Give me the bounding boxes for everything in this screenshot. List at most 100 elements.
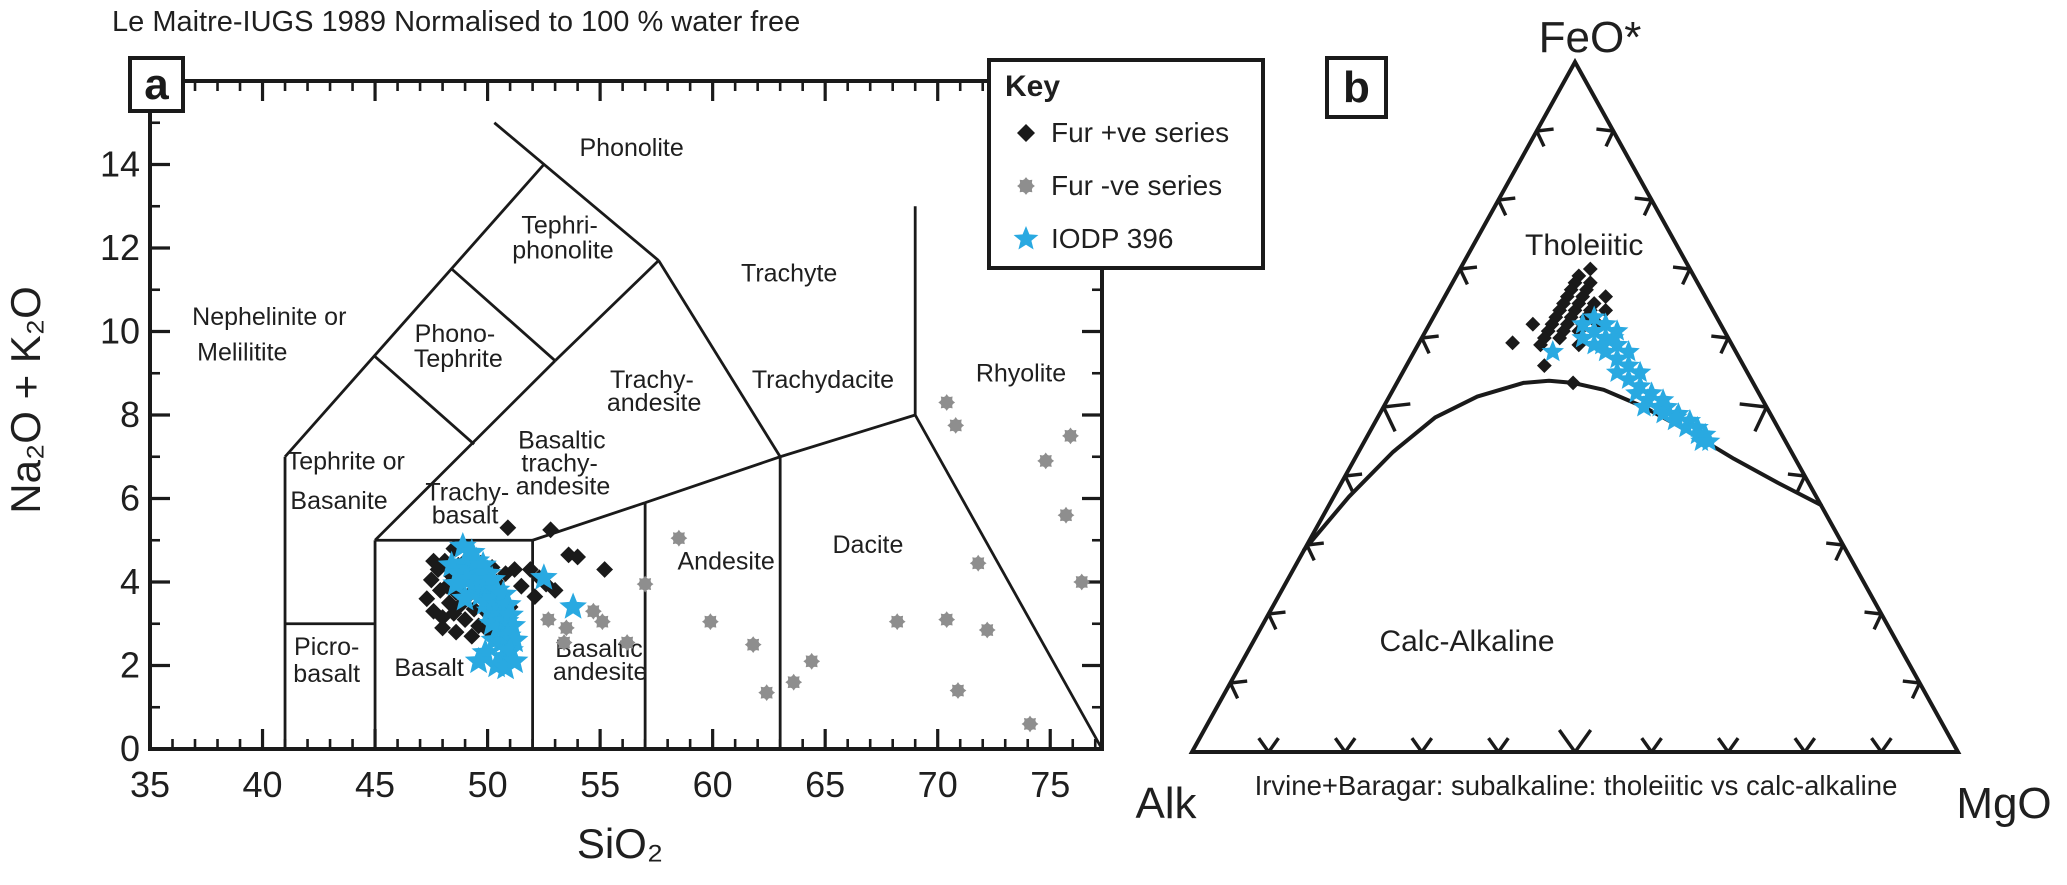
tas-field-label: Trachyte: [741, 259, 837, 287]
data-point-iodp-396: [1582, 319, 1606, 341]
data-point-fur-ve-series: [594, 613, 611, 631]
afm-region-label: Calc-Alkaline: [1379, 625, 1554, 658]
afm-edge-tick-left: [1345, 472, 1363, 478]
tas-field-label: Phono-: [415, 320, 496, 348]
afm-series-star: [1541, 305, 1721, 451]
afm-edge-tick-left: [1228, 682, 1240, 700]
data-point-fur-ve-series: [1552, 330, 1568, 346]
afm-edge-tick-right: [1872, 613, 1883, 631]
data-point-iodp-396: [1625, 381, 1648, 403]
data-point-fur-ve-series: [1552, 303, 1568, 318]
afm-edge-tick-left: [1420, 337, 1431, 355]
afm-edge-tick-bottom: [1267, 737, 1280, 753]
afm-edge-tick-right: [1753, 406, 1769, 433]
afm-edge-tick-right: [1672, 265, 1691, 271]
afm-edge-tick-right: [1787, 472, 1805, 478]
tas-x-tick-label: 45: [355, 764, 395, 805]
legend-title: Key: [1005, 70, 1061, 103]
tas-field-label: phonolite: [512, 236, 613, 264]
afm-edge-tick-bottom: [1573, 729, 1593, 753]
afm-edge-tick-left: [1459, 265, 1478, 271]
tas-field-label: Tephrite: [414, 345, 503, 373]
legend: Key Fur +ve series Fur -ve series IODP 396: [987, 58, 1265, 270]
data-point-iodp-396: [1674, 415, 1698, 438]
data-point-fur-ve-series: [1582, 261, 1598, 277]
data-point-fur-ve-series: [1536, 330, 1552, 346]
data-point-iodp-396: [478, 565, 506, 592]
data-point-fur-ve-series: [978, 621, 996, 639]
data-point-fur-ve-series: [1565, 375, 1581, 391]
data-point-fur-ve-series: [938, 611, 956, 628]
data-point-iodp-396: [1632, 395, 1656, 417]
data-point-iodp-396: [480, 584, 509, 611]
afm-edge-tick-left: [1381, 406, 1397, 433]
afm-edge-tick-bottom: [1333, 737, 1347, 753]
diamond-marker-icon: [1017, 123, 1035, 142]
data-point-fur-ve-series: [596, 561, 614, 578]
tas-ticks: [150, 81, 1102, 749]
data-point-iodp-396: [437, 550, 466, 577]
data-point-fur-ve-series: [447, 623, 465, 641]
tas-field-label: Nephelinite or: [192, 303, 346, 331]
tas-field-label: Basanite: [290, 487, 387, 515]
tas-field-label: Basaltic: [518, 426, 606, 454]
tas-field-label: Melilitite: [197, 339, 287, 367]
tas-y-tick-label: 6: [120, 478, 140, 519]
afm-edge-tick-right: [1711, 334, 1729, 340]
data-point-fur-ve-series: [558, 619, 575, 637]
afm-edge-tick-bottom: [1487, 737, 1500, 753]
data-point-fur-ve-series: [1548, 309, 1564, 325]
tas-field-label: Trachy-: [425, 479, 509, 507]
afm-edge-tick-left: [1421, 334, 1439, 340]
afm-edge-tick-right: [1902, 679, 1920, 685]
afm-edge-tick-bottom: [1803, 737, 1817, 753]
tas-boundary-line: [644, 455, 781, 505]
data-point-iodp-396: [496, 636, 524, 663]
data-point-iodp-396: [1697, 429, 1721, 451]
tas-boundary-line: [913, 414, 1104, 750]
tas-field-label: basalt: [432, 502, 499, 530]
data-point-iodp-396: [469, 550, 497, 577]
tas-boundary-line: [657, 259, 782, 458]
afm-edge-tick-right: [1910, 682, 1922, 700]
data-point-fur-ve-series: [938, 394, 956, 411]
data-point-fur-ve-series: [506, 561, 523, 578]
afm-edge-tick-bottom: [1420, 737, 1434, 753]
tas-field-label: Tephrite or: [287, 447, 405, 475]
panel-a-title: Le Maitre-IUGS 1989 Normalised to 100 % …: [112, 6, 801, 38]
data-point-iodp-396: [559, 592, 587, 619]
data-point-fur-ve-series: [670, 529, 688, 547]
tas-field-label: Trachydacite: [752, 366, 894, 394]
data-point-iodp-396: [491, 653, 520, 680]
blob-marker-icon: [1017, 176, 1035, 195]
afm-apex-label-feo: FeO*: [1539, 13, 1642, 62]
tas-boundary-line: [374, 355, 476, 446]
data-point-fur-ve-series: [418, 590, 436, 608]
tas-x-tick-label: 35: [130, 764, 170, 805]
data-point-iodp-396: [1628, 374, 1652, 396]
tas-x-tick-label: 40: [243, 764, 283, 805]
afm-edge-tick-left: [1535, 130, 1546, 148]
tas-field-label: andesite: [516, 472, 611, 500]
afm-region-label: Tholeiitic: [1525, 229, 1643, 262]
data-point-iodp-396: [500, 626, 529, 653]
afm-edge-tick-bottom: [1257, 737, 1270, 753]
data-point-fur-ve-series: [1021, 715, 1039, 733]
data-point-fur-ve-series: [542, 521, 560, 539]
afm-caption: Irvine+Baragar: subalkaline: tholeiitic …: [1255, 770, 1898, 801]
afm-series-diamond: [1505, 261, 1614, 391]
data-point-fur-ve-series: [1057, 506, 1075, 524]
tas-x-tick-label: 65: [805, 764, 845, 805]
data-point-iodp-396: [530, 563, 558, 590]
data-point-fur-ve-series: [526, 588, 544, 606]
afm-edge-tick-right: [1719, 337, 1730, 355]
tas-field-label: Trachy-: [610, 366, 694, 394]
blob-marker-glyph: [1017, 176, 1035, 195]
afm-edge-tick-left: [1268, 610, 1286, 616]
afm-edge-tick-bottom: [1497, 737, 1510, 753]
tas-y-tick-label: 0: [120, 728, 140, 769]
afm-edge-tick-right: [1681, 268, 1692, 286]
star-marker-icon: [1013, 225, 1039, 249]
data-point-fur-ve-series: [618, 634, 636, 651]
